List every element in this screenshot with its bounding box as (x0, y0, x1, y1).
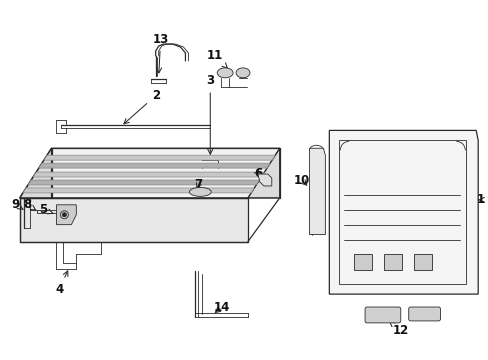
Text: 5: 5 (40, 203, 53, 216)
Ellipse shape (189, 188, 211, 196)
Bar (353, 255, 371, 270)
Text: 8: 8 (23, 198, 36, 211)
Polygon shape (309, 148, 325, 235)
Polygon shape (39, 163, 270, 168)
Bar (413, 255, 431, 270)
Polygon shape (247, 148, 279, 198)
Text: 14: 14 (214, 301, 230, 314)
Text: 13: 13 (152, 33, 168, 73)
Text: 12: 12 (389, 321, 408, 337)
FancyBboxPatch shape (365, 307, 400, 323)
Ellipse shape (217, 68, 233, 78)
Ellipse shape (236, 68, 249, 78)
Polygon shape (257, 174, 271, 186)
Polygon shape (28, 180, 259, 185)
Polygon shape (44, 155, 275, 160)
Text: 1: 1 (476, 193, 484, 206)
Text: 10: 10 (293, 174, 309, 186)
Polygon shape (49, 148, 279, 198)
Text: 2: 2 (123, 89, 160, 124)
Text: 11: 11 (207, 49, 227, 68)
Text: 6: 6 (253, 167, 262, 180)
Text: 3: 3 (206, 74, 214, 154)
Polygon shape (20, 148, 51, 198)
Polygon shape (20, 198, 247, 242)
Polygon shape (33, 172, 264, 177)
Polygon shape (56, 205, 76, 225)
Text: 7: 7 (194, 179, 202, 192)
FancyBboxPatch shape (408, 307, 440, 321)
Bar (383, 255, 401, 270)
Text: 9: 9 (12, 198, 23, 211)
Polygon shape (23, 188, 254, 193)
Circle shape (62, 213, 66, 217)
Polygon shape (328, 130, 477, 294)
Text: 4: 4 (55, 271, 68, 296)
